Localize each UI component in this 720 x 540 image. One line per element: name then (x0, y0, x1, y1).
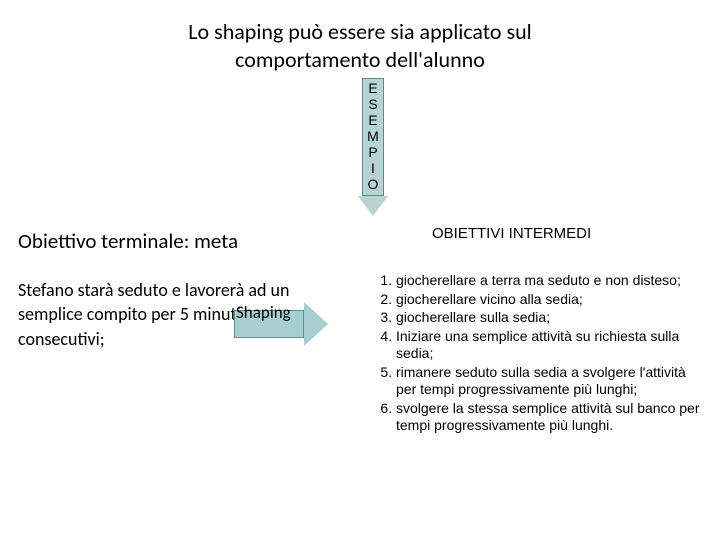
esempio-letter: S (358, 96, 388, 112)
shaping-arrow-head (304, 302, 328, 346)
shaping-arrow-label: Shaping (236, 304, 306, 323)
obiettivo-terminale-heading: Obiettivo terminale: meta (18, 228, 238, 254)
esempio-letter: M (358, 128, 388, 144)
esempio-arrow-head (358, 196, 388, 216)
obiettivi-list: giocherellare a terra ma seduto e non di… (370, 272, 700, 436)
list-item: svolgere la stessa semplice attività sul… (396, 400, 700, 435)
esempio-arrow: E S E M P I O (358, 78, 388, 218)
esempio-letter: E (358, 112, 388, 128)
slide-title: Lo shaping può essere sia applicato sul … (120, 18, 600, 73)
list-item: giocherellare sulla sedia; (396, 309, 700, 327)
list-item: rimanere seduto sulla sedia a svolgere l… (396, 364, 700, 399)
list-item: giocherellare a terra ma seduto e non di… (396, 272, 700, 290)
esempio-letter: E (358, 80, 388, 96)
esempio-arrow-letters: E S E M P I O (358, 80, 388, 192)
esempio-letter: O (358, 176, 388, 192)
obiettivi-intermedi-heading: OBIETTIVI INTERMEDI (432, 225, 591, 242)
esempio-letter: P (358, 144, 388, 160)
esempio-letter: I (358, 160, 388, 176)
list-item: giocherellare vicino alla sedia; (396, 291, 700, 309)
list-item: Iniziare una semplice attività su richie… (396, 328, 700, 363)
